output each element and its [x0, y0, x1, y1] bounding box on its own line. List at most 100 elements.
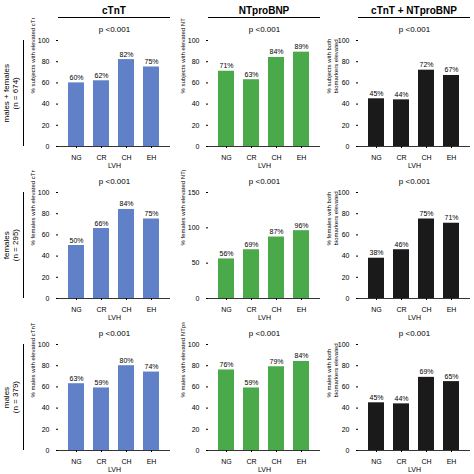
svg-text:84%: 84%	[269, 48, 283, 55]
svg-text:% males with elevated NTproBNP: % males with elevated NTproBNP	[180, 322, 186, 398]
svg-text:0: 0	[346, 295, 350, 302]
svg-text:0: 0	[346, 143, 350, 150]
svg-text:NG: NG	[371, 306, 382, 313]
svg-text:60: 60	[42, 383, 50, 390]
svg-text:100: 100	[338, 189, 350, 196]
svg-text:100: 100	[38, 37, 50, 44]
svg-text:74%: 74%	[144, 363, 158, 370]
svg-text:80%: 80%	[119, 357, 133, 364]
svg-text:72%: 72%	[419, 61, 433, 68]
svg-text:100: 100	[188, 341, 200, 348]
svg-text:71%: 71%	[444, 214, 458, 221]
svg-text:96%: 96%	[294, 222, 308, 229]
svg-text:CR: CR	[96, 154, 106, 161]
svg-text:CR: CR	[396, 154, 406, 161]
svg-text:p <0.001: p <0.001	[99, 329, 131, 338]
svg-text:p <0.001: p <0.001	[249, 177, 281, 186]
svg-text:60: 60	[342, 231, 350, 238]
svg-text:60: 60	[192, 383, 200, 390]
svg-text:NG: NG	[221, 306, 232, 313]
svg-text:% females with bothbiomarkers: % females with bothbiomarkers elevated	[326, 191, 339, 245]
svg-text:0: 0	[46, 295, 50, 302]
svg-text:CH: CH	[271, 154, 281, 161]
svg-text:71%: 71%	[219, 62, 233, 69]
svg-text:p <0.001: p <0.001	[399, 177, 431, 186]
svg-text:59%: 59%	[94, 379, 108, 386]
svg-text:CH: CH	[421, 458, 431, 465]
svg-text:59%: 59%	[244, 379, 258, 386]
svg-text:38%: 38%	[369, 249, 383, 256]
svg-text:NG: NG	[371, 458, 382, 465]
svg-text:100: 100	[38, 341, 50, 348]
svg-text:80: 80	[342, 362, 350, 369]
svg-text:0: 0	[196, 295, 200, 302]
svg-text:% males with elevated cTnT: % males with elevated cTnT	[30, 322, 36, 397]
svg-text:44%: 44%	[394, 395, 408, 402]
svg-text:100: 100	[338, 37, 350, 44]
svg-text:CH: CH	[121, 306, 131, 313]
svg-text:CH: CH	[121, 458, 131, 465]
svg-text:40: 40	[342, 100, 350, 107]
svg-text:40: 40	[42, 100, 50, 107]
svg-text:60: 60	[342, 383, 350, 390]
svg-text:100: 100	[38, 189, 50, 196]
svg-text:CR: CR	[246, 154, 256, 161]
svg-text:% males with bothbiomarkers el: % males with bothbiomarkers elevated	[326, 343, 339, 397]
svg-text:EH: EH	[297, 154, 307, 161]
svg-text:46%: 46%	[394, 241, 408, 248]
svg-text:LVH: LVH	[108, 466, 121, 473]
svg-text:100: 100	[338, 341, 350, 348]
svg-text:NG: NG	[71, 306, 82, 313]
svg-text:p <0.001: p <0.001	[249, 25, 281, 34]
svg-text:NG: NG	[221, 458, 232, 465]
svg-text:p <0.001: p <0.001	[249, 329, 281, 338]
svg-text:80: 80	[42, 58, 50, 65]
svg-text:20: 20	[192, 426, 200, 433]
svg-text:75%: 75%	[144, 58, 158, 65]
svg-text:20: 20	[42, 426, 50, 433]
svg-text:75%: 75%	[419, 210, 433, 217]
svg-text:150: 150	[188, 189, 200, 196]
svg-text:EH: EH	[297, 306, 307, 313]
svg-text:80: 80	[192, 362, 200, 369]
svg-text:80: 80	[42, 362, 50, 369]
svg-text:20: 20	[42, 274, 50, 281]
svg-text:EH: EH	[297, 458, 307, 465]
svg-text:p <0.001: p <0.001	[399, 25, 431, 34]
svg-text:69%: 69%	[419, 368, 433, 375]
svg-text:63%: 63%	[69, 375, 83, 382]
svg-text:EH: EH	[147, 458, 157, 465]
svg-text:62%: 62%	[94, 72, 108, 79]
svg-text:84%: 84%	[294, 352, 308, 359]
svg-text:CR: CR	[246, 458, 256, 465]
svg-text:p <0.001: p <0.001	[399, 329, 431, 338]
svg-text:NG: NG	[371, 154, 382, 161]
svg-text:LVH: LVH	[108, 162, 121, 169]
svg-text:CR: CR	[396, 458, 406, 465]
svg-text:0: 0	[46, 447, 50, 454]
svg-text:40: 40	[192, 100, 200, 107]
svg-text:60%: 60%	[69, 74, 83, 81]
svg-text:CR: CR	[396, 306, 406, 313]
svg-text:% subjects with bothbiomarkers: % subjects with bothbiomarkers elevated	[326, 39, 339, 94]
svg-text:44%: 44%	[394, 91, 408, 98]
svg-text:LVH: LVH	[408, 314, 421, 321]
svg-text:LVH: LVH	[258, 314, 271, 321]
svg-text:LVH: LVH	[258, 162, 271, 169]
svg-text:LVH: LVH	[408, 466, 421, 473]
svg-text:CH: CH	[121, 154, 131, 161]
svg-text:40: 40	[42, 252, 50, 259]
svg-text:EH: EH	[447, 154, 457, 161]
svg-text:20: 20	[192, 122, 200, 129]
svg-text:EH: EH	[147, 154, 157, 161]
svg-text:80: 80	[42, 210, 50, 217]
svg-text:87%: 87%	[269, 228, 283, 235]
svg-text:LVH: LVH	[258, 466, 271, 473]
svg-text:% subjects with elevated cTnT: % subjects with elevated cTnT	[30, 18, 36, 94]
svg-text:CR: CR	[246, 306, 256, 313]
svg-text:60: 60	[342, 79, 350, 86]
svg-text:20: 20	[342, 426, 350, 433]
svg-text:NG: NG	[221, 154, 232, 161]
svg-text:75%: 75%	[144, 210, 158, 217]
svg-text:40: 40	[342, 404, 350, 411]
